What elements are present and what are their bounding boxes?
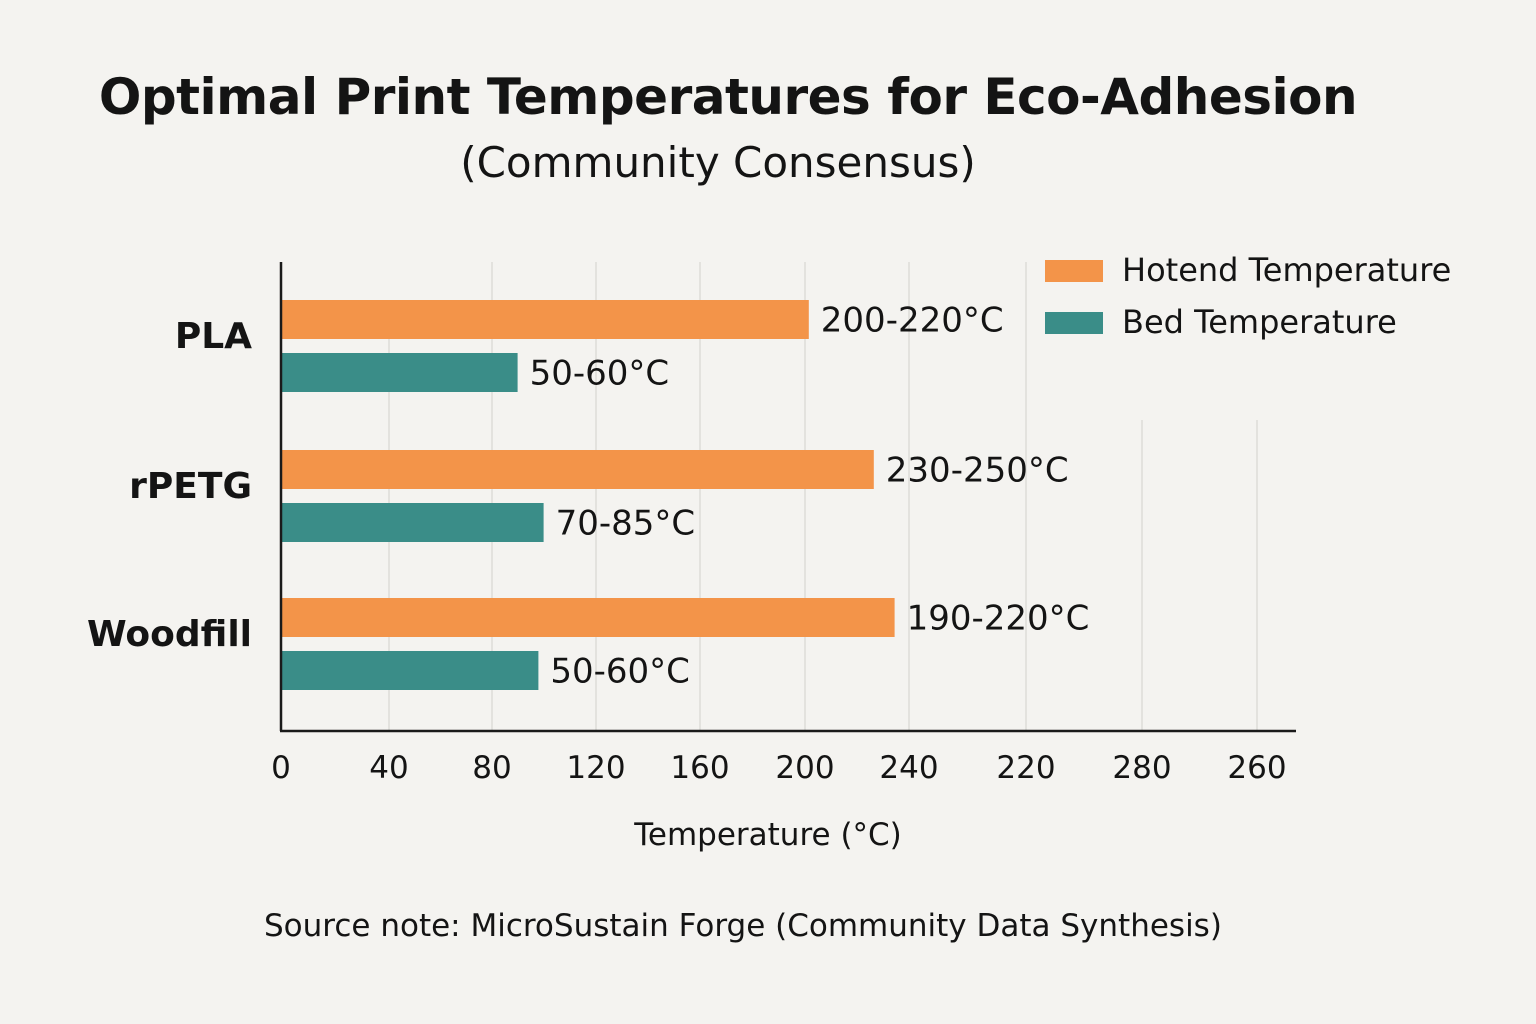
bed-bar-woodfill bbox=[281, 651, 539, 690]
x-tick-label: 160 bbox=[670, 750, 729, 786]
chart-title: Optimal Print Temperatures for Eco-Adhes… bbox=[98, 68, 1358, 126]
hotend-label-pla: 200-220°C bbox=[821, 301, 1004, 341]
x-tick-label: 40 bbox=[369, 750, 408, 786]
hotend-label-rpetg: 230-250°C bbox=[886, 451, 1069, 491]
bars bbox=[281, 300, 895, 690]
bed-bar-rpetg bbox=[281, 503, 544, 542]
category-label-woodfill: Woodfill bbox=[87, 614, 252, 655]
x-tick-label: 200 bbox=[775, 750, 834, 786]
legend-label-bed: Bed Temperature bbox=[1122, 303, 1397, 341]
bed-label-pla: 50-60°C bbox=[530, 354, 670, 394]
category-label-rpetg: rPETG bbox=[129, 466, 252, 507]
x-tick-labels: 0 40 80 120 160 200 240 220 280 260 bbox=[271, 750, 1286, 786]
x-tick-label: 220 bbox=[996, 750, 1055, 786]
x-tick-label: 120 bbox=[566, 750, 625, 786]
x-tick-label: 280 bbox=[1112, 750, 1171, 786]
bed-label-woodfill: 50-60°C bbox=[550, 652, 690, 692]
x-tick-label: 80 bbox=[472, 750, 511, 786]
hotend-bar-rpetg bbox=[281, 450, 874, 489]
category-labels: PLA rPETG Woodfill bbox=[87, 316, 252, 655]
x-axis-title: Temperature (°C) bbox=[633, 817, 902, 853]
hotend-bar-pla bbox=[281, 300, 809, 339]
chart-subtitle: (Community Consensus) bbox=[460, 138, 976, 187]
bed-label-rpetg: 70-85°C bbox=[556, 504, 696, 544]
hotend-label-woodfill: 190-220°C bbox=[907, 599, 1090, 639]
legend-label-hotend: Hotend Temperature bbox=[1122, 251, 1451, 289]
legend: Hotend Temperature Bed Temperature bbox=[1045, 251, 1451, 341]
source-note: Source note: MicroSustain Forge (Communi… bbox=[264, 908, 1222, 944]
x-tick-label: 0 bbox=[271, 750, 291, 786]
x-tick-label: 240 bbox=[879, 750, 938, 786]
legend-swatch-hotend bbox=[1045, 260, 1103, 282]
hotend-bar-woodfill bbox=[281, 598, 895, 637]
x-tick-label: 260 bbox=[1227, 750, 1286, 786]
data-labels: 200-220°C 230-250°C 190-220°C 50-60°C 70-85°… bbox=[530, 301, 1090, 692]
category-label-pla: PLA bbox=[175, 316, 252, 357]
bed-bar-pla bbox=[281, 353, 518, 392]
legend-swatch-bed bbox=[1045, 312, 1103, 334]
